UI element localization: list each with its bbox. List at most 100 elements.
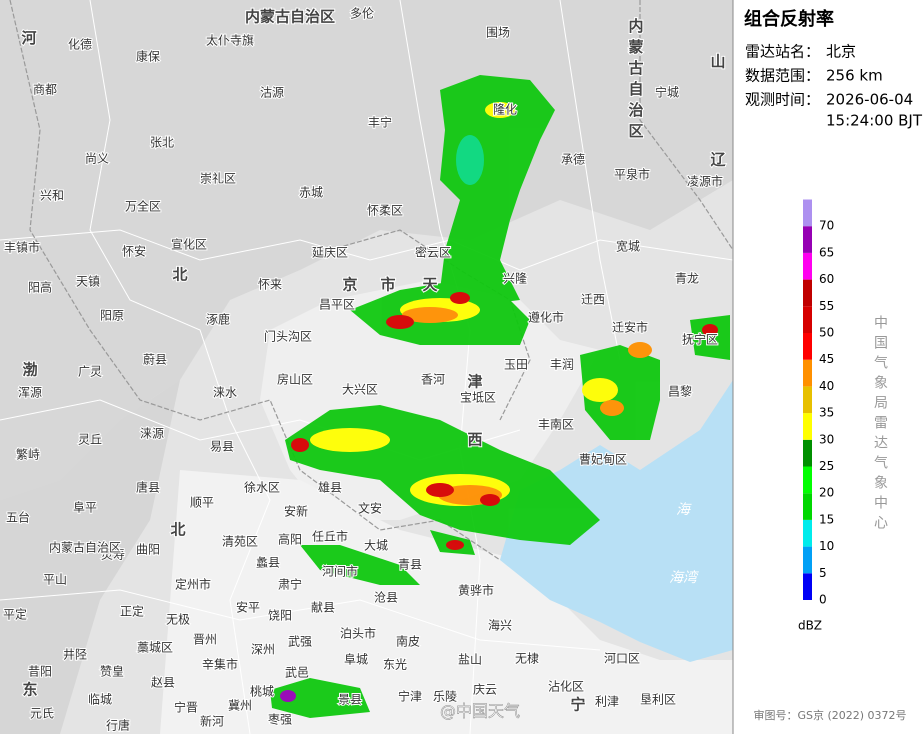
legend-label: 0	[819, 593, 827, 607]
place-label: 津	[467, 373, 482, 391]
place-label: 山	[710, 53, 725, 71]
place-label: 怀柔区	[367, 204, 403, 218]
legend-label: 25	[819, 459, 834, 473]
place-label: 宁晋	[174, 700, 198, 715]
legend-swatch	[803, 226, 812, 253]
place-label: 房山区	[277, 372, 313, 387]
place-label: 无极	[166, 613, 190, 627]
place-label: 凌源市	[687, 174, 723, 189]
place-label: 宁津	[398, 689, 422, 704]
place-label: 丰润	[550, 358, 574, 372]
place-label: 北	[172, 266, 187, 284]
legend-label: 45	[819, 352, 834, 366]
place-label: 蔚县	[143, 353, 167, 367]
place-label: 市	[380, 276, 395, 294]
place-label: 围场	[486, 26, 510, 40]
legend-label: 50	[819, 326, 834, 340]
legend-swatch	[803, 199, 812, 227]
place-label: 崇礼区	[200, 171, 236, 186]
place-label: 涞源	[140, 427, 164, 441]
place-label: 深州	[251, 643, 275, 657]
place-label: 景县	[338, 693, 362, 707]
place-label: 西	[467, 431, 482, 449]
place-label: 阳原	[100, 309, 124, 323]
place-label: 阜平	[73, 501, 97, 515]
place-label: 灵丘	[78, 433, 102, 447]
place-label: 隆化	[493, 102, 517, 117]
place-label: 大兴区	[342, 383, 378, 397]
place-label: 定州市	[175, 577, 211, 592]
legend-swatch	[803, 573, 812, 600]
place-label: 康保	[136, 49, 160, 64]
legend-label: 55	[819, 299, 834, 313]
panel-title: 组合反射率	[744, 8, 834, 30]
place-label: 天	[422, 276, 438, 294]
place-label: 密云区	[415, 245, 451, 260]
legend-swatch	[803, 359, 812, 387]
place-label: 平定	[3, 607, 27, 622]
legend-swatch	[803, 546, 812, 574]
place-label: 赵县	[151, 676, 175, 690]
place-label: 井陉	[63, 648, 87, 662]
plain-south	[160, 470, 733, 734]
legend-swatch	[803, 386, 812, 414]
color-legend: 0 5 10 15 20 25 30 35 40 45 50 55 60 65 70	[803, 199, 834, 607]
legend-swatch	[803, 252, 812, 280]
place-label: 辛集市	[202, 657, 238, 672]
place-label: 玉田	[504, 358, 528, 372]
place-label: 东	[22, 681, 37, 699]
place-label: 南皮	[396, 634, 420, 649]
place-label: 雄县	[318, 480, 342, 495]
place-label: 新河	[200, 714, 224, 729]
legend-swatch	[803, 306, 812, 333]
place-label: 蠡县	[256, 555, 280, 570]
footer: 审图号：GS京 (2022) 0372号	[753, 708, 906, 722]
place-label: 平泉市	[614, 167, 650, 182]
place-label: 曲阳	[136, 543, 160, 557]
place-label: 丰镇市	[4, 240, 40, 255]
place-label: 香河	[421, 373, 445, 387]
legend-label: 70	[819, 219, 834, 233]
legend-label: 60	[819, 272, 834, 286]
place-label: 天镇	[76, 275, 100, 289]
place-label: 海	[676, 502, 692, 518]
place-label: 元氏	[30, 707, 54, 721]
legend-label: 30	[819, 432, 834, 446]
place-label: 商都	[33, 82, 57, 97]
place-label: 涿鹿	[206, 312, 230, 327]
place-label: 正定	[120, 604, 144, 619]
place-label: 渤	[22, 361, 37, 379]
place-label: 化德	[68, 37, 92, 52]
place-label: 昔阳	[28, 665, 52, 679]
agency-label: 中国气象局雷达气象中心	[872, 315, 888, 535]
legend-label: 20	[819, 486, 834, 500]
place-label: 内蒙古自治区	[627, 17, 645, 144]
place-label: 安新	[284, 504, 308, 519]
legend-label: 10	[819, 539, 834, 553]
legend-swatch	[803, 413, 812, 440]
place-label: 内蒙古自治区	[245, 8, 335, 26]
place-label: 冀州	[228, 699, 252, 713]
place-label: 太仆寺旗	[206, 33, 254, 48]
legend-swatch	[803, 519, 812, 547]
radar-echoes	[270, 75, 730, 718]
place-label: 昌黎	[668, 385, 692, 399]
place-label: 宽城	[616, 239, 640, 254]
legend-label: 65	[819, 245, 834, 259]
legend-label: 40	[819, 379, 834, 393]
legend-swatch	[803, 439, 812, 467]
place-label: 抚宁区	[682, 332, 718, 347]
place-label: 丰南区	[538, 417, 574, 432]
place-label: 兴和	[40, 189, 64, 203]
place-label: 阳高	[28, 280, 52, 295]
place-label: 沧县	[374, 590, 398, 605]
sea	[500, 380, 733, 662]
legend-label: 5	[819, 566, 827, 580]
place-label: 辽	[710, 151, 725, 169]
place-label: 迁西	[581, 293, 605, 307]
place-label: 献县	[311, 600, 335, 615]
place-label: 宁	[570, 696, 585, 714]
legend-swatch	[803, 493, 812, 520]
legend-unit: dBZ	[798, 619, 822, 633]
